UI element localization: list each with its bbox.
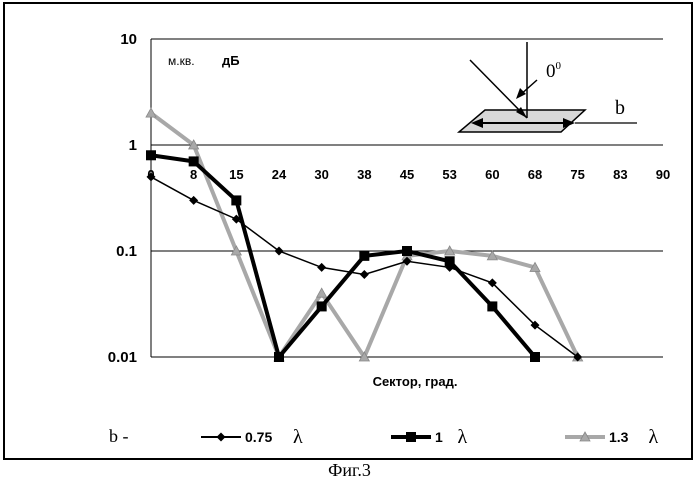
chart: 1010.10.01 081524303845536068758390 м.кв… [5,4,691,458]
legend: b - 0.75λ1λ1.3λ [109,426,659,448]
data-point [146,150,156,160]
x-tick-label: 60 [485,167,499,182]
unit-label-db: дБ [222,53,240,68]
data-point [530,352,540,362]
legend-prefix: b - [109,426,129,446]
inset-diagram: 00 b [459,42,637,132]
data-point [360,270,369,279]
data-point [317,263,326,272]
inset-angle-arrowhead [516,88,526,99]
y-tick-label: 0.01 [108,349,137,366]
legend-label: 1 [435,429,443,445]
legend-label: 1.3 [609,429,629,445]
data-point [445,256,455,266]
y-tick-label: 1 [129,137,137,154]
data-point [317,288,327,297]
y-unit-label: м.кв. [168,54,195,68]
data-point [487,301,497,311]
legend-item-square: 1λ [391,426,468,448]
data-point [402,246,412,256]
x-tick-label: 90 [656,167,670,182]
y-tick-label: 0.1 [116,243,137,260]
data-point [189,156,199,166]
x-tick-label: 83 [613,167,627,182]
legend-item-diamond: 0.75 λ [201,426,303,448]
legend-lambda: λ [649,426,659,448]
data-point [317,301,327,311]
data-point [274,352,284,362]
data-point [217,433,226,442]
data-point [231,195,241,205]
series-line [151,113,578,357]
x-axis-title: Сектор, град. [373,374,458,389]
legend-label: 0.75 [245,429,272,445]
x-tick-label: 38 [357,167,371,182]
inset-width-label: b [615,97,625,119]
figure-caption: Фиг.3 [0,460,699,481]
inset-angle-label: 00 [546,60,562,82]
x-tick-label: 53 [442,167,456,182]
chart-frame: 1010.10.01 081524303845536068758390 м.кв… [3,2,693,460]
legend-lambda: λ [458,426,468,448]
series-triangle [146,108,583,361]
data-point [406,432,416,442]
x-tick-label: 15 [229,167,243,182]
x-tick-label: 45 [400,167,414,182]
legend-lambda: λ [293,426,303,448]
data-point [359,251,369,261]
x-tick-label: 8 [190,167,197,182]
y-tick-label: 10 [120,31,137,48]
x-tick-label: 30 [314,167,328,182]
data-point [146,108,156,117]
data-point [189,196,198,205]
x-tick-label: 68 [528,167,542,182]
x-tick-label: 24 [272,167,287,182]
x-tick-label: 75 [570,167,584,182]
legend-item-triangle: 1.3 λ [565,426,659,448]
